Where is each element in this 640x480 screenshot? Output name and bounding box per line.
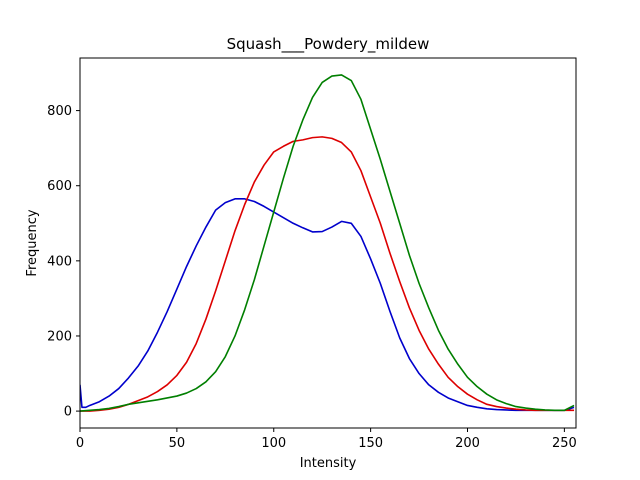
- plot-area: [79, 57, 577, 429]
- x-tick-label: 100: [261, 436, 286, 451]
- y-tick-label: 0: [64, 405, 72, 420]
- x-tick-label: 150: [358, 436, 383, 451]
- x-tick-label: 0: [76, 436, 84, 451]
- x-tick-label: 50: [169, 436, 186, 451]
- y-tick-label: 800: [47, 104, 72, 119]
- chart-title: Squash___Powdery_mildew: [227, 35, 430, 54]
- y-tick-label: 600: [47, 179, 72, 194]
- x-axis: 0 50 100 150 200 250: [76, 428, 577, 451]
- series-line-0: [80, 198, 575, 412]
- series-line-1: [80, 136, 575, 412]
- x-axis-label: Intensity: [300, 456, 357, 471]
- x-tick-label: 200: [455, 436, 480, 451]
- y-axis-label: Frequency: [25, 209, 40, 276]
- x-tick-label: 250: [552, 436, 577, 451]
- y-tick-label: 400: [47, 254, 72, 269]
- series-line-2: [80, 74, 575, 412]
- y-axis: 0 200 400 600 800: [47, 104, 80, 420]
- plot-frame: [79, 57, 577, 429]
- y-tick-label: 200: [47, 329, 72, 344]
